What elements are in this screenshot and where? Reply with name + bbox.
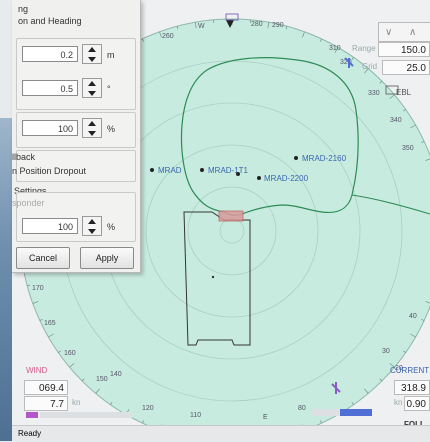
ring-label: 340 [390, 117, 402, 124]
target-dot [294, 156, 298, 160]
target-dot [150, 168, 154, 172]
current-title: CURRENT [390, 366, 429, 375]
settings-dialog: ng on and Heading 0.2 m 0.5 ° 100 % llba… [12, 0, 141, 273]
status-bar: Ready [12, 425, 430, 441]
gain-unit: % [107, 124, 115, 134]
wind-color-swatch [26, 412, 38, 418]
heading-threshold-unit: ° [107, 84, 111, 94]
target-label: MRAD-2200 [264, 174, 309, 183]
transponder-input[interactable]: 100 [22, 218, 78, 234]
status-text: Ready [18, 429, 41, 438]
dialog-section-position-heading: on and Heading [18, 16, 82, 26]
target-dot [200, 168, 204, 172]
cancel-button[interactable]: Cancel [16, 247, 70, 269]
ebl-label[interactable]: EBL [396, 88, 411, 97]
gain-input[interactable]: 100 [22, 120, 78, 136]
ring-label: 170 [32, 285, 44, 292]
range-value[interactable]: 150.0 [378, 42, 430, 57]
position-threshold-unit: m [107, 50, 115, 60]
transponder-hint: sponder [12, 198, 45, 208]
ring-label: 160 [64, 350, 76, 357]
position-threshold-input[interactable]: 0.2 [22, 46, 78, 62]
ring-label: 310 [329, 45, 341, 52]
ring-label: 120 [142, 405, 154, 412]
ring-label: W [198, 23, 205, 30]
ring-label: 165 [44, 320, 56, 327]
ring-label: 110 [190, 412, 201, 419]
spin-up-icon [88, 81, 96, 86]
chevron-down-icon[interactable]: ∨ [385, 27, 392, 38]
transponder-spinner[interactable] [82, 216, 102, 236]
dialog-title-fragment: ng [18, 4, 28, 14]
gain-spinner[interactable] [82, 118, 102, 138]
current-speed-unit: kn [394, 398, 402, 407]
ring-label: 330 [368, 90, 380, 97]
ring-label: E [263, 414, 268, 421]
heading-threshold-spinner[interactable] [82, 78, 102, 98]
range-label: Range [352, 44, 376, 53]
spin-down-icon [88, 91, 96, 96]
spin-down-icon [88, 229, 96, 234]
spin-up-icon [88, 47, 96, 52]
spin-up-icon [88, 219, 96, 224]
dp-display-window: W 280 290 260 310 320 330 340 350 170 16… [12, 0, 430, 441]
ring-label: 290 [272, 22, 284, 29]
position-threshold-spinner[interactable] [82, 44, 102, 64]
wind-title: WIND [26, 366, 47, 375]
spin-up-icon [88, 121, 96, 126]
ring-label: 80 [298, 405, 306, 412]
fallback-label: llback [12, 152, 35, 162]
target-label: MRAD-2160 [302, 154, 347, 163]
target-label: MRAD-1T1 [208, 166, 249, 175]
position-dropout-option[interactable]: n Position Dropout [12, 166, 86, 176]
ring-label: 350 [402, 145, 414, 152]
ring-label: 140 [110, 371, 122, 378]
wind-speed-value: 7.7 [24, 396, 68, 411]
top-right-buttons: ∨ ∧ [378, 22, 430, 42]
chevron-up-icon[interactable]: ∧ [409, 27, 416, 38]
apply-button[interactable]: Apply [80, 247, 134, 269]
spin-down-icon [88, 131, 96, 136]
vessel-bridge [219, 211, 243, 221]
ring-label: 280 [251, 21, 263, 28]
current-color-swatch [340, 409, 372, 416]
target-dot [236, 172, 240, 176]
ring-label: 30 [382, 348, 390, 355]
current-bar [312, 409, 340, 416]
transponder-unit: % [107, 222, 115, 232]
heading-threshold-input[interactable]: 0.5 [22, 80, 78, 96]
ring-label: 150 [96, 376, 108, 383]
ring-label: 40 [409, 313, 417, 320]
target-dot [257, 176, 261, 180]
current-speed-value: 0.90 [404, 396, 430, 411]
target-label: MRAD [158, 166, 182, 175]
ring-label: 260 [162, 33, 174, 40]
current-direction-value: 318.9 [394, 380, 430, 395]
spin-down-icon [88, 57, 96, 62]
grid-value[interactable]: 25.0 [382, 60, 430, 75]
vessel-center [212, 276, 214, 278]
grid-label: Grid [362, 62, 377, 71]
wind-bar [40, 412, 132, 418]
wind-speed-unit: kn [72, 398, 80, 407]
wind-direction-value: 069.4 [24, 380, 68, 395]
